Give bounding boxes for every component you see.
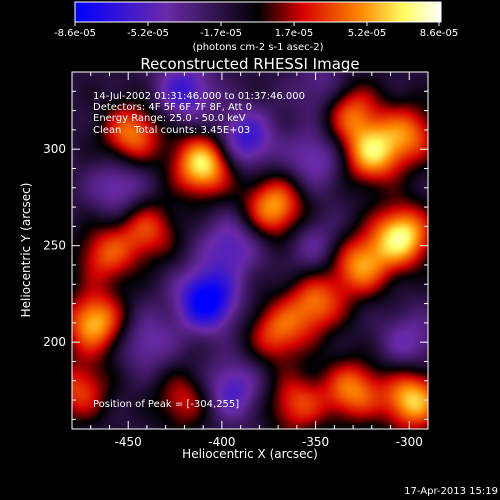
y-tick-labels: 200 250 300 [43, 142, 66, 349]
y-tick-label: 200 [43, 335, 66, 349]
colorbar-tick-label: -8.6e-05 [54, 28, 96, 39]
detectors-label: Detectors: 4F 5F 6F 7F 8F, Att 0 [93, 102, 252, 113]
colorbar-tick-label: 1.7e-05 [275, 28, 313, 39]
x-tick-label: -450 [115, 435, 142, 449]
x-tick-label: -350 [302, 435, 329, 449]
colorbar: -8.6e-05 -5.2e-05 -1.7e-05 1.7e-05 5.2e-… [54, 1, 458, 53]
annotation-block: 14-Jul-2002 01:31:46.000 to 01:37:46.000… [93, 91, 305, 410]
chart-title: Reconstructed RHESSI Image [140, 55, 359, 73]
plot-frame [71, 71, 429, 430]
x-tick-label: -400 [208, 435, 235, 449]
y-axis-label: Heliocentric Y (arcsec) [19, 183, 33, 318]
colorbar-tick-label: -1.7e-05 [200, 28, 242, 39]
x-axis-label: Heliocentric X (arcsec) [182, 447, 318, 461]
energy-range-label: Energy Range: 25.0 - 50.0 keV [93, 113, 246, 124]
plot-area [71, 71, 429, 430]
colorbar-tick-label: 5.2e-05 [348, 28, 386, 39]
time-range-label: 14-Jul-2002 01:31:46.000 to 01:37:46.000 [93, 91, 305, 102]
heatmap-image [72, 72, 428, 429]
y-tick-label: 250 [43, 239, 66, 253]
colorbar-gradient [74, 1, 442, 23]
peak-position-label: Position of Peak = [-304,255] [93, 399, 239, 410]
x-tick-label: -300 [396, 435, 423, 449]
y-tick-label: 300 [43, 142, 66, 156]
colorbar-units-label: (photons cm-2 s-1 asec-2) [192, 42, 323, 53]
footer-date: 17-Apr-2013 15:19 [404, 486, 498, 497]
colorbar-ticks [74, 22, 440, 26]
total-counts-label: Clean Total counts: 3.45E+03 [93, 125, 250, 136]
x-tick-labels: -450 -400 -350 -300 [115, 435, 423, 449]
colorbar-tick-label: 8.6e-05 [420, 28, 458, 39]
axis-ticks [71, 71, 429, 429]
colorbar-tick-label: -5.2e-05 [127, 28, 169, 39]
